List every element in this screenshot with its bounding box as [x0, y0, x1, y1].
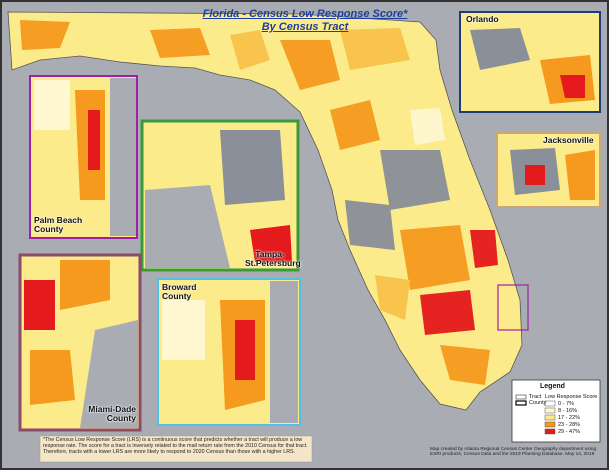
inset-label: Broward County	[162, 282, 197, 302]
patch	[440, 345, 490, 385]
patch	[34, 80, 70, 130]
patch	[24, 280, 55, 330]
water	[110, 78, 136, 236]
swatch	[544, 400, 556, 407]
patch	[280, 40, 340, 90]
footnote: *The Census Low Response Score (LRS) is …	[43, 437, 308, 455]
patch	[565, 150, 595, 200]
patch	[230, 30, 270, 70]
legend-item: 17 - 22%	[558, 415, 581, 421]
swatch	[544, 428, 556, 435]
swatch	[544, 407, 556, 414]
credit: Map created by Atlanta Regional Census C…	[430, 447, 597, 458]
patch	[250, 225, 292, 262]
inset-label: Miami-Dade County	[88, 404, 136, 424]
legend-item: Tract	[529, 394, 542, 400]
swatch	[515, 394, 527, 400]
patch	[410, 108, 445, 145]
patch	[380, 150, 450, 210]
patch	[345, 200, 395, 250]
swatch	[544, 414, 556, 421]
legend-title: Legend	[540, 383, 565, 390]
legend-item: 8 - 16%	[558, 408, 577, 414]
water	[270, 281, 298, 423]
inset-label: Jacksonville	[543, 135, 594, 145]
patch	[150, 28, 210, 58]
patch	[88, 110, 100, 170]
legend-item: 0 - 7%	[558, 401, 574, 407]
legend-item: County	[529, 400, 547, 406]
legend-subtitle: Low Response Score	[545, 394, 598, 400]
patch	[20, 20, 70, 50]
patch	[470, 230, 498, 268]
patch	[60, 260, 110, 310]
patch	[30, 350, 75, 405]
swatch	[515, 400, 527, 406]
patch	[220, 130, 285, 205]
footnote-box	[39, 435, 313, 463]
title: Florida - Census Low Response Score*	[202, 8, 408, 20]
patch	[470, 28, 530, 70]
patch	[330, 100, 380, 150]
inset-label: Palm Beach County	[34, 215, 83, 235]
patch	[375, 275, 410, 320]
patch	[420, 290, 475, 335]
patch	[235, 320, 255, 380]
patch	[525, 165, 545, 185]
legend-item: 23 - 28%	[558, 422, 581, 428]
inset-locator	[497, 284, 529, 331]
swatch	[544, 421, 556, 428]
water	[80, 320, 138, 428]
inset-label: Orlando	[466, 14, 499, 24]
legend-item: 29 - 47%	[558, 429, 581, 435]
patch	[400, 225, 470, 290]
legend-box	[511, 379, 601, 443]
patch	[340, 28, 410, 70]
water	[145, 185, 230, 268]
tract-patches	[20, 20, 498, 385]
subtitle: By Census Tract	[261, 21, 349, 33]
inset-label: Tampa-St.Petersburg	[245, 249, 301, 269]
patch	[162, 300, 205, 360]
patch	[560, 75, 585, 98]
